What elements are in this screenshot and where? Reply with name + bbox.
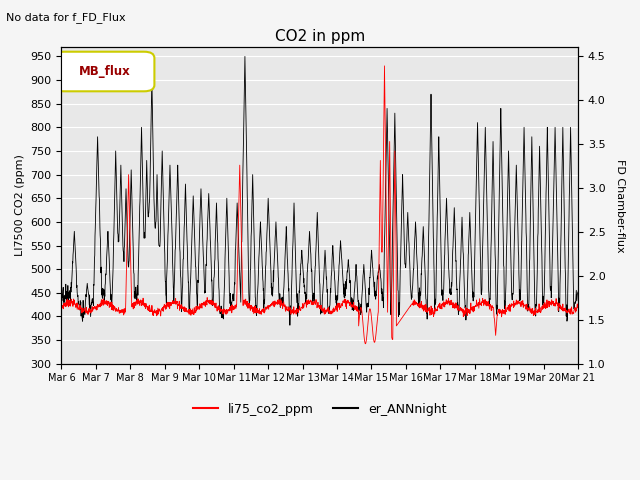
Y-axis label: LI7500 CO2 (ppm): LI7500 CO2 (ppm) — [15, 155, 25, 256]
Y-axis label: FD Chamber-flux: FD Chamber-flux — [615, 158, 625, 252]
Text: MB_flux: MB_flux — [79, 65, 130, 78]
Legend: li75_co2_ppm, er_ANNnight: li75_co2_ppm, er_ANNnight — [188, 398, 451, 421]
Title: CO2 in ppm: CO2 in ppm — [275, 29, 365, 44]
FancyBboxPatch shape — [54, 52, 154, 91]
Text: No data for f_FD_Flux: No data for f_FD_Flux — [6, 12, 126, 23]
